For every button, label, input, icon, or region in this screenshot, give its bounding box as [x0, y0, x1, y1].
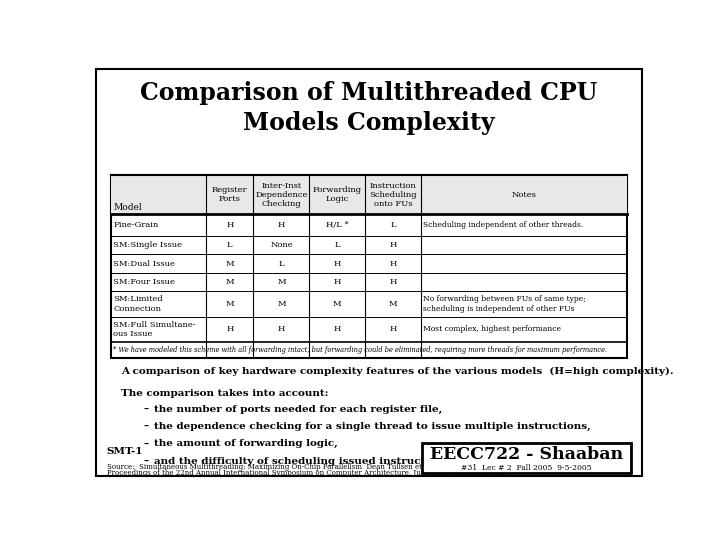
Text: Scheduling independent of other threads.: Scheduling independent of other threads.	[423, 221, 583, 229]
Text: H/L *: H/L *	[326, 221, 348, 229]
Text: M: M	[277, 300, 286, 308]
Text: Instruction
Scheduling
onto FUs: Instruction Scheduling onto FUs	[369, 181, 417, 208]
Text: Proceedings of the 22nd Annual International Symposium on Computer Architecture,: Proceedings of the 22nd Annual Internati…	[107, 469, 508, 477]
Text: Forwarding
Logic: Forwarding Logic	[312, 186, 361, 203]
Text: H: H	[226, 221, 233, 229]
Text: L: L	[279, 260, 284, 268]
Text: None: None	[270, 241, 293, 249]
Text: #31  Lec # 2  Fall 2005  9-5-2005: #31 Lec # 2 Fall 2005 9-5-2005	[462, 464, 592, 472]
Text: EECC722 - Shaaban: EECC722 - Shaaban	[430, 446, 624, 463]
Text: M: M	[333, 300, 341, 308]
Text: SM:Limited
Connection: SM:Limited Connection	[114, 295, 163, 313]
Text: SM:Dual Issue: SM:Dual Issue	[114, 260, 175, 268]
Text: SM:Four Issue: SM:Four Issue	[114, 278, 175, 286]
Text: SMT-1: SMT-1	[107, 448, 143, 456]
Text: the number of ports needed for each register file,: the number of ports needed for each regi…	[154, 404, 442, 414]
Text: H: H	[333, 260, 341, 268]
Text: Model: Model	[114, 203, 142, 212]
Text: H: H	[390, 278, 397, 286]
Text: H: H	[278, 221, 285, 229]
Text: H: H	[278, 325, 285, 333]
Text: H: H	[390, 241, 397, 249]
Text: SM:Full Simultane-
ous Issue: SM:Full Simultane- ous Issue	[114, 321, 196, 338]
Text: Most complex, highest performance: Most complex, highest performance	[423, 325, 561, 333]
Text: The comparison takes into account:: The comparison takes into account:	[121, 389, 328, 397]
Text: No forwarding between FUs of same type;
scheduling is independent of other FUs: No forwarding between FUs of same type; …	[423, 295, 586, 313]
Text: M: M	[225, 300, 234, 308]
Text: Fine-Grain: Fine-Grain	[114, 221, 158, 229]
Bar	[111, 175, 627, 358]
Bar	[422, 443, 631, 473]
Text: L: L	[390, 221, 396, 229]
Text: M: M	[277, 278, 286, 286]
Text: –: –	[143, 457, 148, 466]
Text: M: M	[225, 260, 234, 268]
Text: * We have modeled this scheme with all forwarding intact, but forwarding could b: * We have modeled this scheme with all f…	[113, 346, 607, 354]
Text: M: M	[225, 278, 234, 286]
Text: Inter-Inst
Dependence
Checking: Inter-Inst Dependence Checking	[255, 181, 307, 208]
Text: Register
Ports: Register Ports	[212, 186, 248, 203]
Text: M: M	[389, 300, 397, 308]
Text: Source:  Simultaneous Multithreading: Maximizing On-Chip Parallelism  Dean Tulls: Source: Simultaneous Multithreading: Max…	[107, 463, 435, 471]
Text: SM:Single Issue: SM:Single Issue	[114, 241, 182, 249]
Text: –: –	[143, 440, 148, 448]
Text: H: H	[333, 325, 341, 333]
Text: Notes: Notes	[511, 191, 536, 199]
Text: H: H	[333, 278, 341, 286]
Text: the dependence checking for a single thread to issue multiple instructions,: the dependence checking for a single thr…	[154, 422, 591, 431]
Text: and the difficulty of scheduling issued instructions onto functional units.: and the difficulty of scheduling issued …	[154, 457, 579, 466]
Text: L: L	[227, 241, 233, 249]
Text: H: H	[390, 325, 397, 333]
Text: the amount of forwarding logic,: the amount of forwarding logic,	[154, 440, 338, 448]
Text: L: L	[334, 241, 340, 249]
Text: –: –	[143, 404, 148, 414]
Text: –: –	[143, 422, 148, 431]
Text: A comparison of key hardware complexity features of the various models  (H=high : A comparison of key hardware complexity …	[121, 367, 673, 376]
Bar	[111, 175, 627, 214]
Text: Comparison of Multithreaded CPU
Models Complexity: Comparison of Multithreaded CPU Models C…	[140, 82, 598, 135]
Text: H: H	[226, 325, 233, 333]
Text: H: H	[390, 260, 397, 268]
